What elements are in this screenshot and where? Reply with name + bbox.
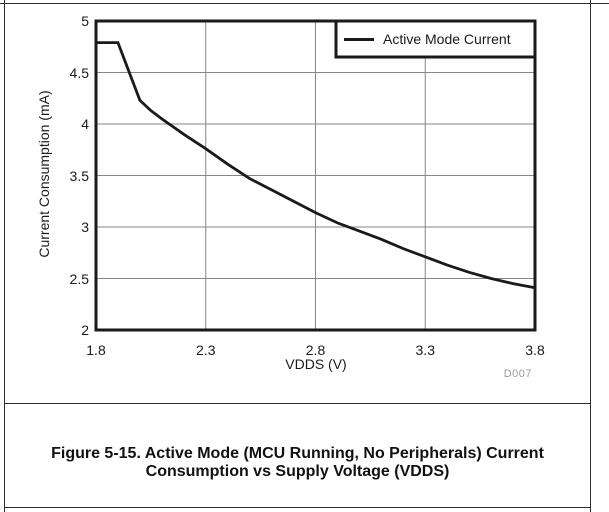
page-border-bottom	[4, 507, 591, 508]
figure-caption: Figure 5-15. Active Mode (MCU Running, N…	[4, 445, 591, 481]
page-border-left	[4, 0, 5, 512]
y-tick-label: 5	[81, 13, 89, 29]
x-tick-label: 2.3	[196, 342, 216, 358]
y-tick-label: 4.5	[69, 64, 89, 81]
gridlines	[96, 21, 535, 330]
legend-entry-label: Active Mode Current	[383, 31, 511, 47]
page-border-right	[590, 0, 591, 512]
caption-separator-line	[4, 403, 591, 404]
legend-box	[334, 19, 537, 59]
y-tick-label: 4	[81, 116, 89, 132]
y-tick-label: 3	[81, 219, 89, 235]
x-tick-label: 2.8	[305, 342, 326, 358]
y-tick-label: 2.5	[69, 270, 89, 287]
figure-caption-line2: Consumption vs Supply Voltage (VDDS)	[145, 463, 450, 480]
x-tick-label: 1.8	[86, 342, 106, 358]
page-border-top	[0, 3, 609, 4]
x-tick-label: 3.8	[525, 342, 545, 358]
figure-caption-line1: Figure 5-15. Active Mode (MCU Running, N…	[51, 445, 544, 462]
x-axis-label: VDDS (V)	[285, 356, 347, 372]
y-tick-label: 3.5	[69, 167, 89, 184]
y-tick-label: 2	[81, 322, 89, 338]
chart-canvas	[94, 19, 537, 332]
plot-id-watermark: D007	[503, 368, 532, 380]
x-tick-label: 3.3	[415, 342, 435, 358]
active-mode-current-curve	[96, 41, 536, 290]
plot-frame	[94, 19, 537, 332]
